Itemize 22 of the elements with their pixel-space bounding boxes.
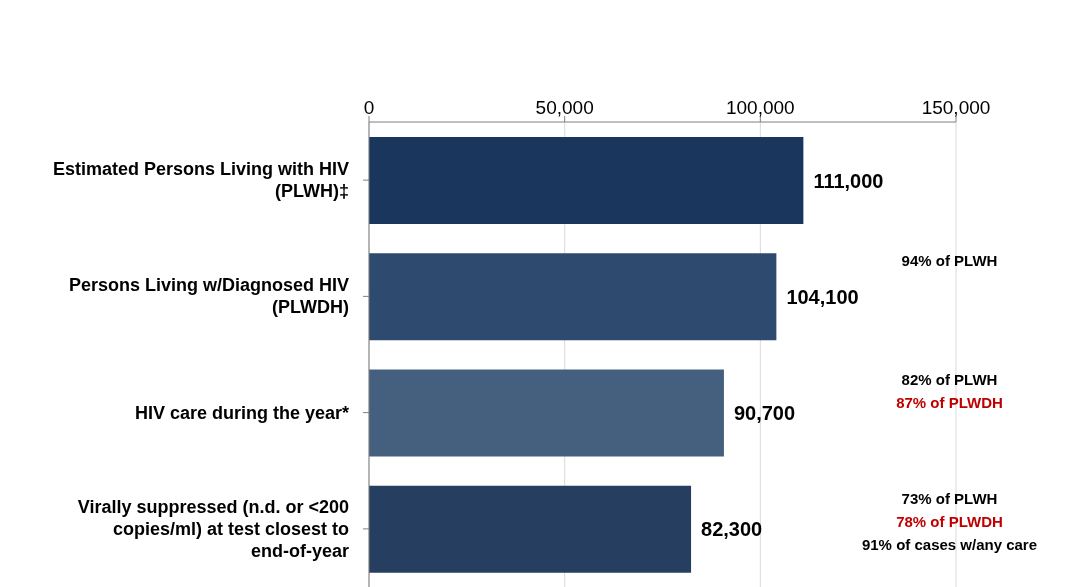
- data-label: 82,300: [701, 518, 763, 541]
- x-tick-label: 100,000: [725, 97, 795, 118]
- annotation: 91% of cases w/any care: [860, 535, 1039, 556]
- x-tick-label: 50,000: [535, 97, 594, 118]
- data-label: 90,700: [733, 402, 796, 424]
- data-label: 104,100: [786, 285, 859, 308]
- bar: [369, 369, 724, 457]
- y-tick-label: Virally suppressed (n.d. or <200 copies/ml) at test closest to end-of-year: [77, 496, 349, 561]
- x-tick-label: 150,000: [921, 97, 991, 118]
- x-tick-label: 0: [363, 97, 375, 118]
- annotation: 78% of PLWDH: [895, 512, 1004, 533]
- data-label: 111,000: [813, 169, 884, 192]
- annotation: 94% of PLWH: [900, 251, 999, 272]
- y-tick-label: Estimated Persons Living with HIV (PLWH)‡: [52, 159, 349, 202]
- annotation: 87% of PLWDH: [895, 393, 1004, 414]
- bar: [369, 137, 804, 224]
- bar: [369, 253, 777, 341]
- bar: [369, 485, 692, 573]
- annotation: 73% of PLWH: [900, 489, 999, 510]
- y-tick-label: Persons Living w/Diagnosed HIV (PLWDH): [68, 275, 349, 318]
- y-tick-label: HIV care during the year*: [134, 402, 349, 423]
- annotation: 82% of PLWH: [900, 370, 999, 391]
